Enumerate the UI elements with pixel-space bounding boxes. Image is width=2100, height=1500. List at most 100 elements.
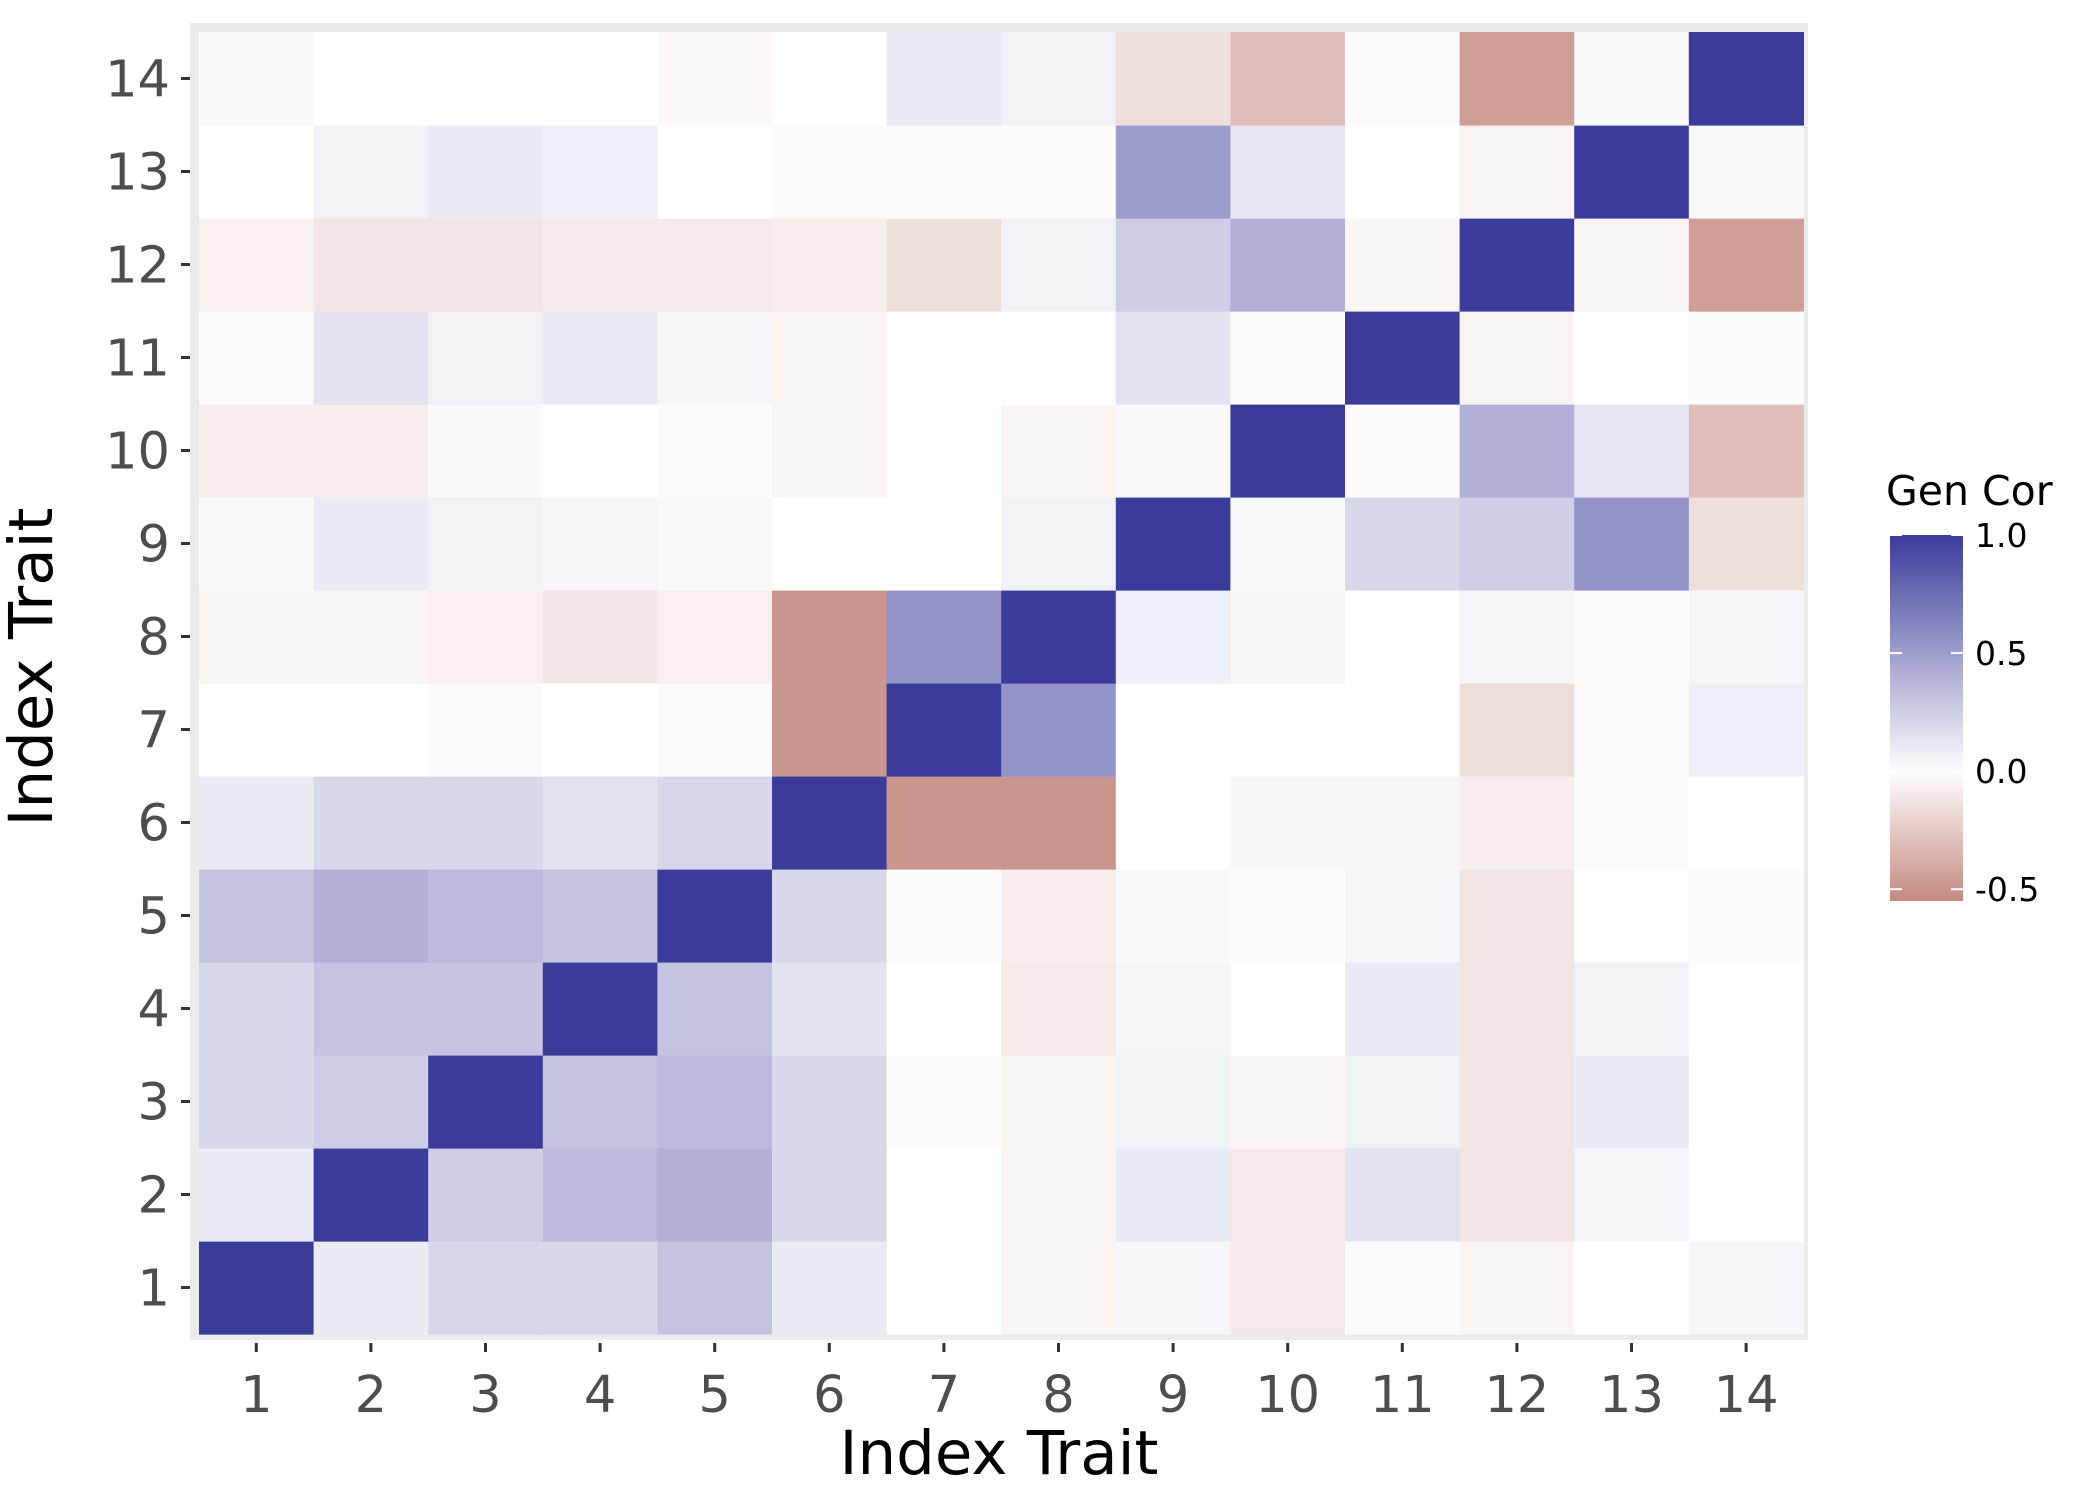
heatmap-cell-2-2 [313, 1148, 429, 1242]
heatmap-cell-2-10 [1230, 1148, 1346, 1242]
heatmap-cell-4-4 [542, 962, 658, 1056]
heatmap-cell-9-14 [1688, 497, 1804, 591]
heatmap-cells [199, 32, 1804, 1335]
heatmap-cell-10-11 [1345, 404, 1461, 498]
heatmap-cell-4-12 [1459, 962, 1575, 1056]
heatmap-cell-3-2 [313, 1055, 429, 1149]
heatmap-cell-14-11 [1345, 32, 1461, 126]
heatmap-cell-4-1 [199, 962, 315, 1056]
heatmap-cell-8-4 [542, 590, 658, 684]
heatmap-cell-6-1 [199, 776, 315, 870]
heatmap-cell-3-1 [199, 1055, 315, 1149]
heatmap-cell-13-8 [1001, 125, 1117, 219]
heatmap-cell-7-2 [313, 683, 429, 777]
x-tick-label: 10 [1255, 1366, 1320, 1425]
heatmap-cell-13-7 [886, 125, 1002, 219]
heatmap-cell-13-14 [1688, 125, 1804, 219]
x-tick-label: 12 [1484, 1366, 1549, 1425]
heatmap-cell-7-9 [1115, 683, 1231, 777]
heatmap-cell-7-7 [886, 683, 1002, 777]
y-tick-label: 10 [105, 423, 170, 482]
y-tick-label: 5 [138, 888, 170, 947]
heatmap-cell-1-1 [199, 1241, 315, 1335]
x-tick-label: 5 [698, 1366, 730, 1425]
x-tick-label: 4 [584, 1366, 616, 1425]
heatmap-cell-7-1 [199, 683, 315, 777]
heatmap-cell-7-6 [772, 683, 888, 777]
heatmap-cell-4-6 [772, 962, 888, 1056]
heatmap-cell-3-5 [657, 1055, 773, 1149]
heatmap-cell-7-5 [657, 683, 773, 777]
heatmap-cell-9-6 [772, 497, 888, 591]
heatmap-cell-8-5 [657, 590, 773, 684]
x-tick-label: 9 [1157, 1366, 1189, 1425]
heatmap-cell-3-14 [1688, 1055, 1804, 1149]
heatmap-cell-9-5 [657, 497, 773, 591]
heatmap-cell-8-14 [1688, 590, 1804, 684]
y-tick-label: 14 [105, 51, 170, 110]
heatmap-cell-11-4 [542, 311, 658, 405]
heatmap-cell-10-14 [1688, 404, 1804, 498]
heatmap-cell-14-2 [313, 32, 429, 126]
heatmap-cell-13-10 [1230, 125, 1346, 219]
heatmap-cell-1-3 [428, 1241, 544, 1335]
heatmap-cell-12-10 [1230, 218, 1346, 312]
heatmap-cell-6-8 [1001, 776, 1117, 870]
heatmap-cell-4-8 [1001, 962, 1117, 1056]
heatmap-cell-14-3 [428, 32, 544, 126]
heatmap-cell-7-3 [428, 683, 544, 777]
heatmap-cell-4-9 [1115, 962, 1231, 1056]
heatmap-cell-4-10 [1230, 962, 1346, 1056]
heatmap-cell-11-14 [1688, 311, 1804, 405]
heatmap-cell-8-8 [1001, 590, 1117, 684]
heatmap-cell-11-12 [1459, 311, 1575, 405]
heatmap-cell-8-6 [772, 590, 888, 684]
heatmap-cell-11-11 [1345, 311, 1461, 405]
heatmap-cell-10-10 [1230, 404, 1346, 498]
y-tick-label: 11 [105, 330, 170, 389]
heatmap-cell-4-5 [657, 962, 773, 1056]
heatmap-cell-6-9 [1115, 776, 1231, 870]
heatmap-cell-3-4 [542, 1055, 658, 1149]
heatmap-cell-3-7 [886, 1055, 1002, 1149]
x-axis-title: Index Trait [840, 1418, 1159, 1489]
heatmap-cell-6-10 [1230, 776, 1346, 870]
heatmap-cell-11-2 [313, 311, 429, 405]
heatmap-cell-2-14 [1688, 1148, 1804, 1242]
heatmap-cell-10-4 [542, 404, 658, 498]
y-tick-label: 12 [105, 237, 170, 296]
legend-tick-label: 1.0 [1975, 516, 2027, 555]
heatmap-cell-12-9 [1115, 218, 1231, 312]
heatmap-cell-6-3 [428, 776, 544, 870]
heatmap-cell-7-10 [1230, 683, 1346, 777]
heatmap-cell-5-11 [1345, 869, 1461, 963]
heatmap-cell-1-9 [1115, 1241, 1231, 1335]
heatmap-cell-8-12 [1459, 590, 1575, 684]
heatmap-cell-14-12 [1459, 32, 1575, 126]
heatmap-cell-9-9 [1115, 497, 1231, 591]
legend-title: Gen Cor [1886, 467, 2053, 515]
heatmap-cell-10-3 [428, 404, 544, 498]
heatmap-cell-1-8 [1001, 1241, 1117, 1335]
heatmap-cell-5-14 [1688, 869, 1804, 963]
heatmap-cell-2-11 [1345, 1148, 1461, 1242]
heatmap-cell-11-7 [886, 311, 1002, 405]
heatmap-cell-10-9 [1115, 404, 1231, 498]
heatmap-cell-3-13 [1574, 1055, 1690, 1149]
heatmap-cell-11-6 [772, 311, 888, 405]
heatmap-cell-1-11 [1345, 1241, 1461, 1335]
heatmap-cell-6-14 [1688, 776, 1804, 870]
heatmap-cell-6-5 [657, 776, 773, 870]
heatmap-cell-9-1 [199, 497, 315, 591]
heatmap-cell-1-2 [313, 1241, 429, 1335]
heatmap-cell-5-9 [1115, 869, 1231, 963]
heatmap-cell-2-12 [1459, 1148, 1575, 1242]
heatmap-cell-2-7 [886, 1148, 1002, 1242]
heatmap-cell-6-12 [1459, 776, 1575, 870]
heatmap-cell-3-3 [428, 1055, 544, 1149]
heatmap-cell-14-1 [199, 32, 315, 126]
heatmap-cell-2-3 [428, 1148, 544, 1242]
y-tick-label: 13 [105, 144, 170, 203]
